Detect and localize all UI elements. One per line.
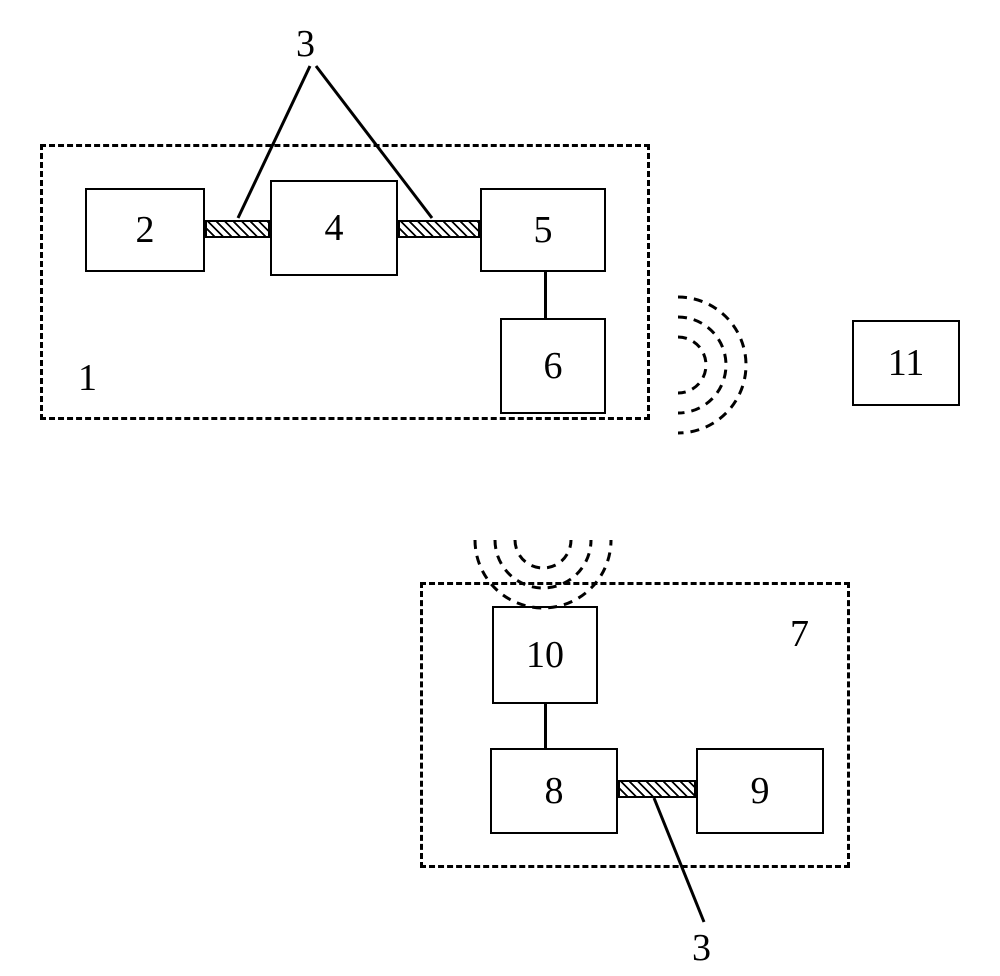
connector-10-8: [544, 704, 547, 748]
node-2: 2: [85, 188, 205, 272]
connector-4-5: [398, 220, 480, 238]
node-9: 9: [696, 748, 824, 834]
node-6-label: 6: [544, 344, 563, 388]
node-4: 4: [270, 180, 398, 276]
node-2-label: 2: [136, 208, 155, 252]
connector-5-6: [544, 272, 547, 318]
node-8: 8: [490, 748, 618, 834]
node-4-label: 4: [325, 206, 344, 250]
node-6: 6: [500, 318, 606, 414]
diagram-canvas: 1 7 2 4 5 6 11 10 8 9 3 3: [0, 0, 1000, 976]
node-10-label: 10: [526, 633, 564, 677]
callout-3-top-label: 3: [296, 22, 315, 66]
node-11: 11: [852, 320, 960, 406]
node-10: 10: [492, 606, 598, 704]
node-9-label: 9: [751, 769, 770, 813]
callout-3-bottom-label: 3: [692, 926, 711, 970]
node-5-label: 5: [534, 208, 553, 252]
connector-2-4: [205, 220, 270, 238]
wireless-arcs-right: [678, 297, 746, 433]
node-5: 5: [480, 188, 606, 272]
node-8-label: 8: [545, 769, 564, 813]
container-1-label: 1: [78, 356, 97, 400]
node-11-label: 11: [888, 341, 925, 385]
container-7-label: 7: [790, 612, 809, 656]
connector-8-9: [618, 780, 696, 798]
